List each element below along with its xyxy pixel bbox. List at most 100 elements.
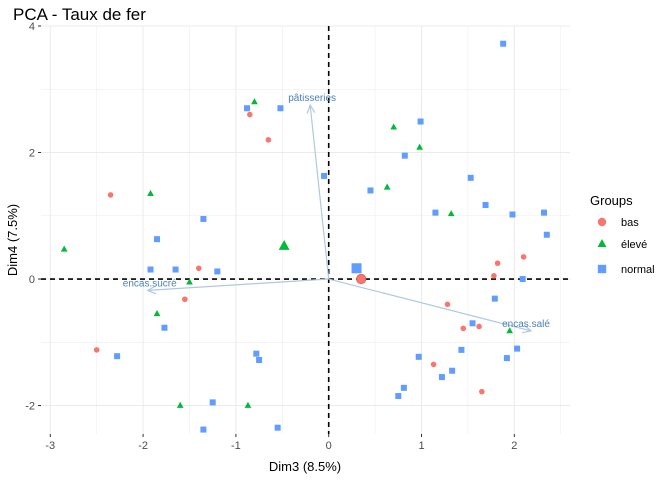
legend-key-normal xyxy=(597,264,607,274)
legend-label: élevé xyxy=(621,239,647,251)
point-normal xyxy=(321,172,328,179)
point-normal xyxy=(114,353,121,360)
point-normal xyxy=(541,209,548,216)
point-normal xyxy=(256,356,263,363)
point-normal xyxy=(514,345,521,352)
point-normal xyxy=(400,384,407,391)
point-bas xyxy=(476,323,482,330)
legend: Groups bas élevé normal xyxy=(590,193,655,276)
point-eleve xyxy=(390,123,398,130)
centroid-eleve xyxy=(278,240,290,250)
point-bas xyxy=(107,192,114,198)
point-bas xyxy=(494,260,501,267)
point-normal xyxy=(467,174,474,181)
point-normal xyxy=(200,215,207,222)
point-bas xyxy=(430,361,437,368)
legend-key-bas xyxy=(597,217,607,227)
point-normal xyxy=(415,353,422,360)
point-eleve xyxy=(176,401,184,408)
y-tick-label: 0 xyxy=(29,274,35,286)
point-normal xyxy=(209,399,216,406)
group-centroids xyxy=(278,240,367,285)
arrow-head xyxy=(146,285,157,295)
point-eleve xyxy=(60,245,68,252)
variable-arrow xyxy=(309,105,330,280)
variable-arrow xyxy=(147,278,329,292)
y-axis-ticks: -2 0 2 4 xyxy=(25,21,41,413)
origin-lines xyxy=(41,26,570,434)
x-tick-label: -1 xyxy=(231,440,241,452)
grid-lines xyxy=(41,25,570,434)
chart-title: PCA - Taux de fer xyxy=(13,5,146,24)
variable-label: encas.sucré xyxy=(123,278,177,289)
point-eleve xyxy=(506,327,514,334)
x-tick-label: 1 xyxy=(418,440,424,452)
point-normal xyxy=(200,426,207,433)
point-normal xyxy=(154,236,161,243)
point-normal xyxy=(367,187,374,194)
legend-title: Groups xyxy=(590,193,633,208)
point-normal xyxy=(161,324,168,331)
x-tick-label: -3 xyxy=(45,440,55,452)
point-bas xyxy=(444,301,451,308)
legend-label: bas xyxy=(621,217,639,229)
point-normal xyxy=(543,231,550,238)
point-normal xyxy=(147,266,154,273)
x-axis-title: Dim3 (8.5%) xyxy=(269,459,341,474)
point-normal xyxy=(417,118,424,125)
point-normal xyxy=(277,105,284,112)
point-bas xyxy=(182,296,188,303)
point-normal xyxy=(449,367,456,374)
point-normal xyxy=(438,374,445,381)
point-normal xyxy=(401,152,408,159)
x-tick-label: -2 xyxy=(138,440,148,452)
point-normal xyxy=(482,202,489,209)
variable-arrow xyxy=(328,278,532,332)
point-normal xyxy=(395,393,402,400)
point-eleve xyxy=(251,98,258,105)
centroid-bas xyxy=(356,273,367,285)
point-bas xyxy=(479,388,485,395)
point-eleve xyxy=(147,189,154,196)
variable-label: pâtisseries xyxy=(288,93,336,104)
point-normal xyxy=(244,105,251,112)
point-bas xyxy=(247,111,253,118)
point-bas xyxy=(195,265,202,272)
point-eleve xyxy=(416,143,423,150)
point-bas xyxy=(265,137,272,143)
point-normal xyxy=(509,211,516,218)
y-tick-label: -2 xyxy=(25,401,35,413)
variable-labels: pâtisseries encas.sucré encas.salé xyxy=(123,93,551,330)
point-normal xyxy=(274,424,281,431)
variable-label: encas.salé xyxy=(502,319,550,330)
point-bas xyxy=(460,325,467,332)
x-tick-label: 0 xyxy=(326,440,332,452)
point-normal xyxy=(253,350,260,357)
y-axis-title: Dim4 (7.5%) xyxy=(5,204,20,276)
y-tick-label: 4 xyxy=(29,21,35,33)
arrow-head xyxy=(306,103,316,114)
legend-label: normal xyxy=(621,264,655,276)
centroid-normal xyxy=(351,263,362,274)
point-bas xyxy=(93,347,100,353)
point-bas xyxy=(520,254,527,260)
point-normal xyxy=(172,266,179,273)
y-tick-label: 2 xyxy=(29,148,35,160)
point-eleve xyxy=(383,183,391,190)
legend-key-eleve xyxy=(597,239,607,248)
variable-arrows xyxy=(146,103,533,334)
point-normal xyxy=(500,40,507,47)
point-eleve xyxy=(447,210,455,217)
point-normal xyxy=(503,355,510,362)
point-eleve xyxy=(244,401,252,408)
point-normal xyxy=(469,320,476,327)
point-normal xyxy=(519,276,526,283)
point-eleve xyxy=(153,310,161,317)
arrow-head xyxy=(522,324,533,334)
point-normal xyxy=(458,346,465,353)
point-eleve xyxy=(186,278,193,285)
point-bas xyxy=(491,273,497,279)
x-axis-ticks: -3 -2 -1 0 1 2 xyxy=(45,434,517,452)
data-points xyxy=(60,40,550,433)
point-normal xyxy=(432,209,439,216)
